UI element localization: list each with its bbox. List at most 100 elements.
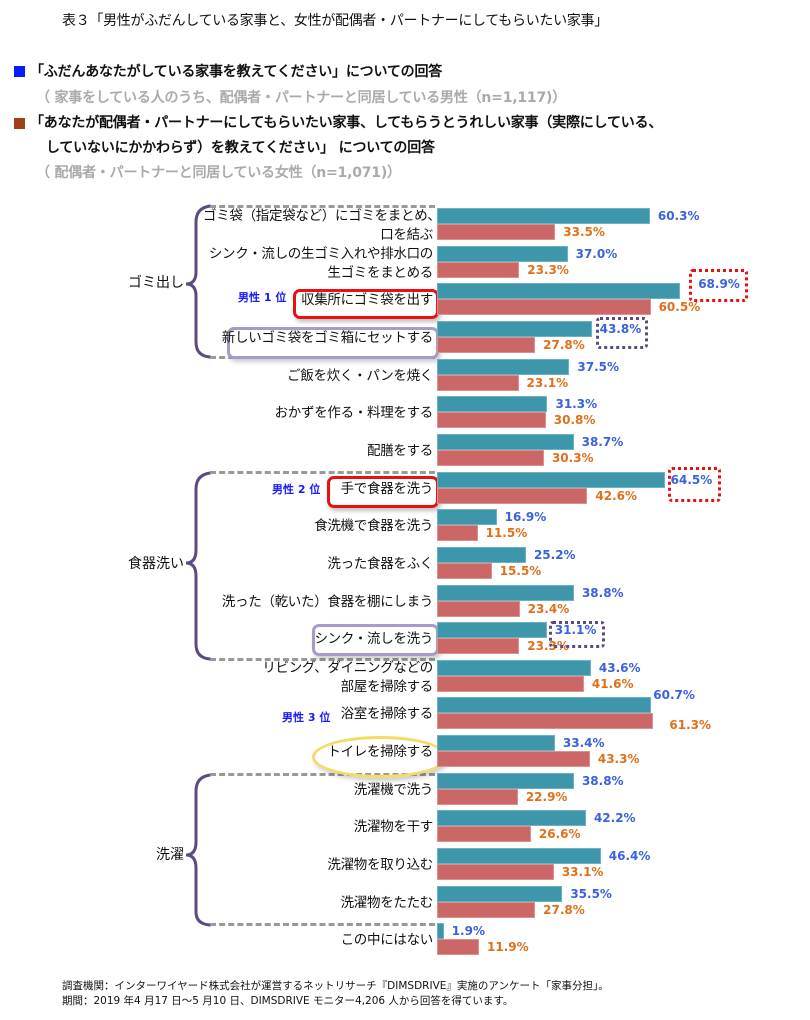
callout-value (549, 621, 605, 648)
bar-male (437, 208, 650, 224)
bar-male (437, 660, 591, 676)
value-label-male: 16.9% (504, 510, 547, 524)
bracket-dishes (185, 471, 212, 661)
legend-female-question-line1: 「あなたが配偶者・パートナーにしてもらいたい家事、してもらうとうれしい家事（実際… (30, 115, 663, 131)
category-label-line: 口を結ぶ (380, 227, 433, 243)
category-label: 洗った（乾いた）食器を棚にしまう (221, 594, 434, 610)
bar-male (437, 697, 652, 713)
category-label-line: シンク・流しの生ゴミ入れや排水口の (208, 246, 433, 262)
bar-female (437, 450, 544, 466)
category-label: 手で食器を洗う (340, 481, 434, 497)
category-label: 食洗機で食器を洗う (314, 518, 433, 534)
value-label-male: 38.8% (581, 586, 624, 600)
group-divider (210, 658, 435, 661)
bar-female (437, 939, 479, 955)
bar-male (437, 321, 592, 337)
value-label-female: 27.8% (543, 903, 585, 917)
rank-label-1: 男性 1 位 (238, 291, 287, 304)
bar-male (437, 923, 444, 939)
bar-male (437, 886, 563, 902)
bar-male (437, 472, 665, 488)
value-label-female: 23.1% (526, 376, 569, 390)
value-label-female: 61.3% (669, 718, 712, 732)
bar-female (437, 638, 520, 654)
group-label-laundry: 洗濯 (156, 847, 184, 863)
category-label-line: ゴミ袋（指定袋など）にゴミをまとめ、 (203, 208, 441, 224)
category-label: ゴミ袋（指定袋など）にゴミをまとめ、口を結ぶ (203, 207, 441, 245)
value-label-male: 25.2% (533, 548, 576, 562)
value-label-male: 68.9% (698, 277, 740, 291)
bar-male (437, 246, 568, 262)
value-label-female: 26.6% (538, 827, 581, 841)
value-label-male: 31.1% (554, 623, 597, 637)
category-label: 洗濯物を取り込む (327, 857, 433, 873)
bar-female (437, 676, 584, 692)
category-label: 浴室を掃除する (340, 706, 434, 722)
bar-male (437, 585, 574, 601)
category-label: 収集所にゴミ袋を出す (301, 292, 433, 308)
value-label-male: 64.5% (670, 473, 713, 487)
value-label-female: 23.4% (527, 602, 570, 616)
value-label-male: 42.2% (593, 811, 636, 825)
value-label-male: 43.8% (599, 322, 642, 336)
value-label-female: 23.3% (527, 263, 569, 277)
value-label-female: 43.3% (597, 752, 640, 766)
category-label: 洗濯機で洗う (353, 782, 434, 798)
value-label-female: 60.5% (658, 300, 701, 314)
value-label-female: 30.8% (553, 413, 596, 427)
legend-swatch-male (14, 66, 25, 77)
value-label-male: 60.3% (657, 209, 700, 223)
bar-male (437, 547, 526, 563)
value-label-female: 30.3% (551, 451, 594, 465)
bar-male (437, 848, 601, 864)
chart-title: 表３「男性がふだんしている家事と、女性が配偶者・パートナーにしてもらいたい家事」 (62, 13, 608, 29)
rank-label-2: 男性 2 位 (272, 483, 321, 496)
bar-female (437, 826, 531, 842)
category-label: 新しいゴミ袋をゴミ箱にセットする (221, 330, 434, 346)
legend-male-sample: （ 家事をしている人のうち、配偶者・パートナーと同居している男性（n=1,117… (36, 90, 567, 106)
bracket-garbage (185, 204, 212, 359)
value-label-female: 23.3% (527, 639, 569, 653)
group-divider (210, 923, 435, 926)
legend-male-question: 「ふだんあなたがしている家事を教えてください」についての回答 (30, 64, 443, 80)
bar-male (437, 359, 570, 375)
category-label: 洗濯物をたたむ (340, 895, 434, 911)
bar-male (437, 509, 497, 525)
bar-male (437, 434, 574, 450)
bar-female (437, 864, 554, 880)
bar-female (437, 601, 520, 617)
callout-value (596, 317, 648, 349)
group-label-garbage: ゴミ出し (128, 275, 184, 291)
bar-female (437, 412, 546, 428)
group-divider (210, 471, 435, 474)
bar-female (437, 902, 536, 918)
value-label-male: 43.6% (598, 661, 641, 675)
category-label: 配膳をする (367, 443, 433, 459)
category-label-line: リビング、ダイニングなどの (262, 660, 433, 676)
bar-male (437, 810, 586, 826)
value-label-female: 33.5% (563, 225, 605, 239)
value-label-male: 60.7% (653, 688, 695, 702)
value-label-female: 33.1% (561, 865, 604, 879)
category-label: この中にはない (340, 932, 434, 948)
category-label: トイレを掃除する (327, 744, 433, 760)
category-label: シンク・流しの生ゴミ入れや排水口の 生ゴミをまとめる (203, 245, 433, 283)
bar-female (437, 789, 518, 805)
bar-female (437, 224, 556, 240)
value-label-male: 38.7% (581, 435, 624, 449)
value-label-male: 1.9% (451, 924, 485, 938)
value-label-female: 41.6% (591, 677, 634, 691)
bar-male (437, 773, 574, 789)
footer-source: 調査機関：インターワイヤード株式会社が運営するネットリサーチ『DIMSDRIVE… (62, 980, 609, 992)
bar-male (437, 396, 548, 412)
legend-female-sample: （ 配偶者・パートナーと同居している女性（n=1,071)） (36, 165, 401, 181)
value-label-male: 37.0% (575, 247, 618, 261)
category-label-line: 部屋を掃除する (340, 679, 434, 695)
category-label: ご飯を炊く・パンを焼く (287, 368, 433, 384)
category-label: 洗った食器をふく (327, 556, 433, 572)
value-label-male: 46.4% (608, 849, 651, 863)
value-label-male: 38.8% (581, 774, 624, 788)
group-divider (210, 205, 435, 208)
group-divider (210, 773, 435, 776)
